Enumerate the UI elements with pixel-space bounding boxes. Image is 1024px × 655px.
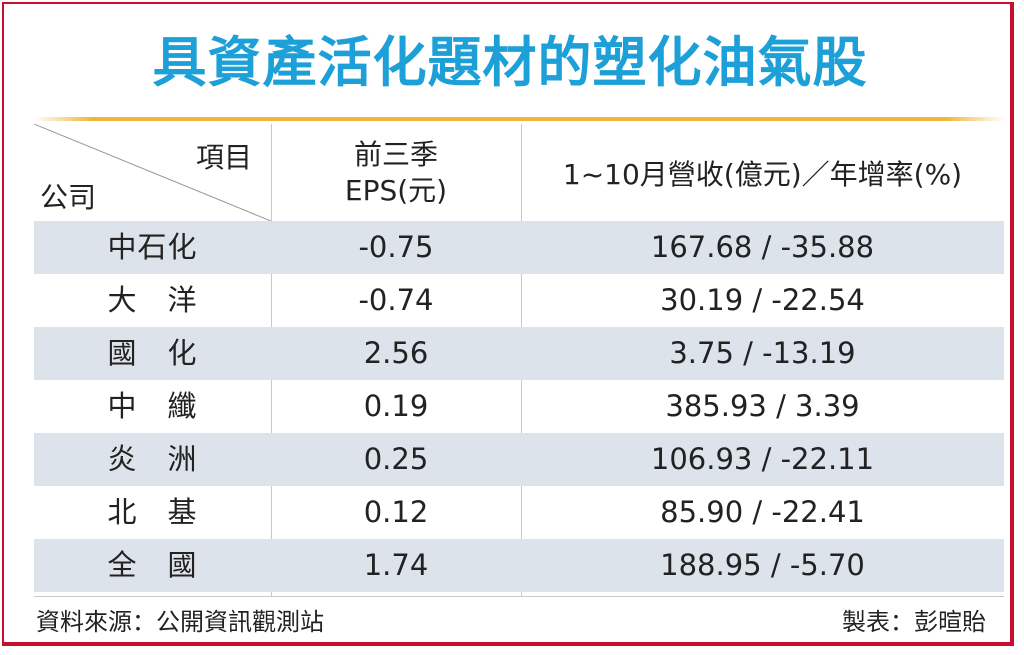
source-note: 資料來源：公開資訊觀測站	[36, 608, 324, 636]
eps-cell: -0.75	[358, 230, 434, 264]
company-cell: 中石化	[107, 230, 198, 264]
eps-cell: -0.74	[358, 283, 434, 317]
header-corner-cell: 項目 公司	[34, 124, 271, 221]
table-row: 中石化 -0.75 167.68 / -35.88	[34, 221, 1004, 274]
header-eps: 前三季 EPS(元)	[271, 124, 521, 221]
graphic-frame: 具資產活化題材的塑化油氣股 項目 公司 前三季 EPS(元) 1~10月營收(億…	[2, 2, 1014, 646]
header-item-label: 項目	[196, 141, 253, 174]
eps-cell: 2.56	[363, 336, 429, 370]
title-underline	[34, 117, 1004, 121]
table-row: 大 洋 -0.74 30.19 / -22.54	[34, 274, 1004, 327]
table-row: 全 國 1.74 188.95 / -5.70	[34, 539, 1004, 592]
table-row: 國 化 2.56 3.75 / -13.19	[34, 327, 1004, 380]
revenue-cell: 167.68 / -35.88	[650, 230, 875, 264]
revenue-cell: 85.90 / -22.41	[660, 495, 865, 529]
company-cell: 大 洋	[107, 283, 198, 317]
eps-cell: 0.25	[363, 442, 429, 476]
eps-cell: 1.74	[363, 548, 429, 582]
header-eps-line1: 前三季	[353, 137, 438, 171]
revenue-cell: 385.93 / 3.39	[665, 389, 860, 423]
author-credit: 製表：彭暄貽	[842, 608, 986, 636]
header-company-label: 公司	[40, 181, 97, 214]
company-cell: 炎 洲	[107, 442, 198, 476]
diagonal-divider	[34, 124, 271, 221]
table-header: 項目 公司 前三季 EPS(元) 1~10月營收(億元)／年增率(%)	[34, 124, 1004, 222]
revenue-cell: 106.93 / -22.11	[650, 442, 875, 476]
header-revenue: 1~10月營收(億元)／年增率(%)	[562, 157, 963, 191]
table-row: 北 基 0.12 85.90 / -22.41	[34, 486, 1004, 539]
page-title: 具資產活化題材的塑化油氣股	[152, 31, 868, 94]
company-cell: 國 化	[107, 336, 198, 370]
company-cell: 北 基	[107, 495, 198, 529]
revenue-cell: 188.95 / -5.70	[660, 548, 865, 582]
revenue-cell: 30.19 / -22.54	[660, 283, 865, 317]
table-row: 中 纖 0.19 385.93 / 3.39	[34, 380, 1004, 433]
revenue-cell: 3.75 / -13.19	[669, 336, 856, 370]
header-eps-line2: EPS(元)	[344, 173, 448, 207]
table-row: 炎 洲 0.25 106.93 / -22.11	[34, 433, 1004, 486]
table-body: 中石化 -0.75 167.68 / -35.88 大 洋 -0.74 30.1…	[34, 221, 1004, 592]
company-cell: 全 國	[107, 548, 198, 582]
company-cell: 中 纖	[107, 389, 198, 423]
table-bottom-rule	[34, 596, 1004, 597]
eps-cell: 0.19	[363, 389, 429, 423]
eps-cell: 0.12	[363, 495, 429, 529]
